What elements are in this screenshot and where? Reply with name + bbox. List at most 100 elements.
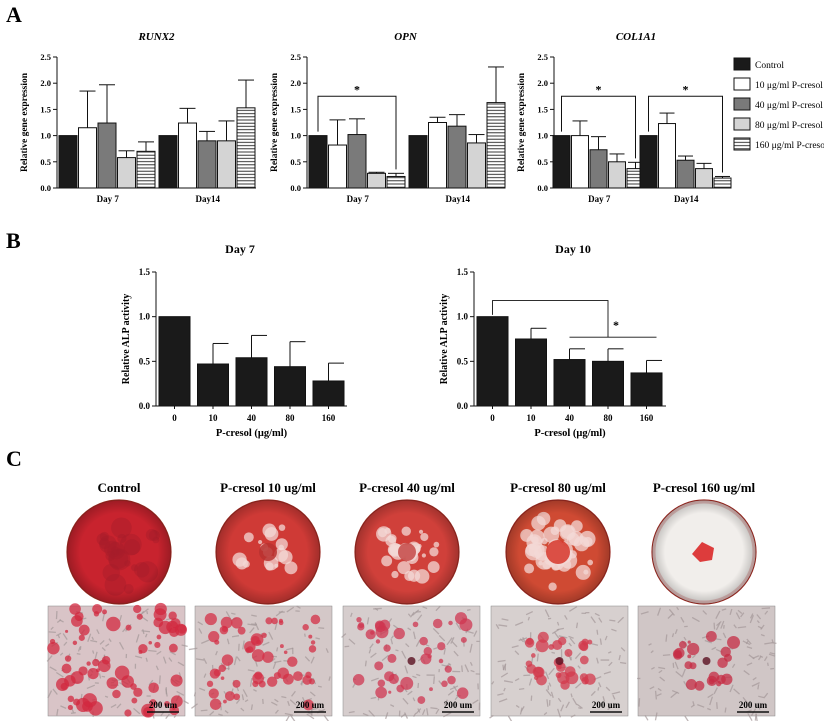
- cell-texture: [658, 669, 663, 674]
- cell-texture: [707, 707, 711, 711]
- cell-texture: [352, 683, 356, 688]
- cell-texture: [304, 633, 306, 637]
- stain-spot: [271, 617, 278, 625]
- stain-spot: [393, 627, 405, 640]
- cell-texture: [690, 704, 695, 708]
- cell-texture: [764, 610, 769, 615]
- cell-texture: [550, 691, 554, 699]
- significance-bracket: [492, 300, 609, 338]
- x-tick-label: 40: [565, 413, 575, 423]
- cell-texture: [546, 699, 549, 707]
- stain-spot: [705, 630, 717, 642]
- cell-texture: [455, 622, 462, 631]
- y-tick-label: 1.5: [537, 104, 548, 114]
- cell-texture: [575, 682, 582, 689]
- cell-texture: [195, 658, 205, 661]
- stain-spot: [262, 651, 274, 663]
- bar: [328, 144, 347, 189]
- cell-texture: [498, 624, 508, 627]
- cell-texture: [489, 714, 494, 719]
- bar: [312, 380, 345, 407]
- bar: [197, 140, 217, 189]
- cell-texture: [648, 643, 652, 646]
- cell-texture: [201, 639, 210, 645]
- cell-texture: [156, 650, 162, 655]
- stain-spot: [224, 691, 235, 702]
- cell-texture: [52, 688, 58, 695]
- cell-texture: [122, 627, 127, 633]
- cell-texture: [515, 704, 520, 709]
- cell-texture: [62, 633, 68, 640]
- cell-texture: [469, 643, 473, 653]
- stain-spot: [548, 644, 555, 650]
- stain-spot: [460, 636, 467, 643]
- cell-texture: [369, 643, 374, 649]
- bar: [197, 363, 229, 407]
- stain-spot: [581, 677, 589, 685]
- culture-dish-image: [651, 499, 757, 605]
- stain-spot: [587, 639, 593, 645]
- cell-texture: [590, 616, 596, 624]
- cell-texture: [729, 608, 733, 616]
- bar: [639, 135, 658, 189]
- cell-texture: [323, 714, 330, 721]
- y-tick-label: 1.0: [537, 131, 548, 141]
- cell-texture: [328, 676, 331, 681]
- stain-spot: [136, 613, 143, 620]
- stain-spot: [133, 604, 142, 614]
- stain-spot: [531, 653, 536, 658]
- stain-spot: [138, 649, 143, 654]
- stain-spot: [357, 623, 365, 631]
- cell-texture: [654, 712, 658, 721]
- bar: [347, 134, 367, 189]
- stain-spot: [687, 640, 691, 644]
- cell-texture: [650, 650, 654, 654]
- cell-texture: [409, 611, 415, 618]
- stain-spot: [78, 624, 90, 636]
- stain-spot: [73, 698, 81, 706]
- cell-texture: [108, 638, 112, 643]
- cell-texture: [453, 650, 459, 657]
- cell-texture: [48, 631, 56, 634]
- cell-texture: [644, 715, 649, 721]
- legend-swatch: [733, 77, 751, 91]
- bar: [78, 127, 97, 189]
- cell-texture: [341, 633, 347, 638]
- cell-texture: [291, 690, 296, 697]
- alp-day7-chart: Day 7 0.0 0.5 1.0 1.5 Relative ALP activity 0 1…: [121, 242, 347, 439]
- cell-texture: [608, 651, 612, 654]
- stain-spot: [417, 696, 426, 704]
- cell-texture: [251, 614, 257, 617]
- cell-texture: [435, 708, 440, 715]
- cell-texture: [649, 686, 655, 690]
- stain-spot: [419, 636, 428, 646]
- y-axis-label: Relative gene expression: [517, 72, 527, 172]
- cell-texture: [240, 707, 245, 712]
- bar: [630, 372, 663, 407]
- cell-texture: [193, 692, 197, 697]
- cell-texture: [390, 635, 394, 639]
- cell-texture: [611, 628, 617, 632]
- cell-texture: [464, 664, 470, 673]
- cell-texture: [404, 665, 409, 674]
- x-tick-label: 80: [286, 413, 296, 423]
- cell-texture: [618, 654, 621, 661]
- condition-title: P-cresol 10 ug/ml: [220, 480, 316, 495]
- cell-texture: [141, 630, 151, 633]
- stain-spot: [370, 630, 375, 635]
- x-tick-label: Day 7: [97, 194, 120, 204]
- stain-spot: [444, 665, 452, 673]
- cell-texture: [286, 606, 295, 613]
- cell-texture: [177, 661, 185, 667]
- significance-bracket: [648, 95, 723, 173]
- cell-texture: [500, 672, 509, 678]
- cell-texture: [676, 606, 680, 611]
- y-axis-label: Relative ALP activity: [439, 294, 450, 385]
- cell-texture: [285, 715, 290, 721]
- bar: [217, 140, 236, 189]
- stain-spot: [564, 648, 573, 657]
- cell-texture: [447, 690, 455, 696]
- cell-texture: [461, 665, 463, 673]
- stain-spot: [689, 662, 697, 670]
- cell-texture: [59, 619, 64, 623]
